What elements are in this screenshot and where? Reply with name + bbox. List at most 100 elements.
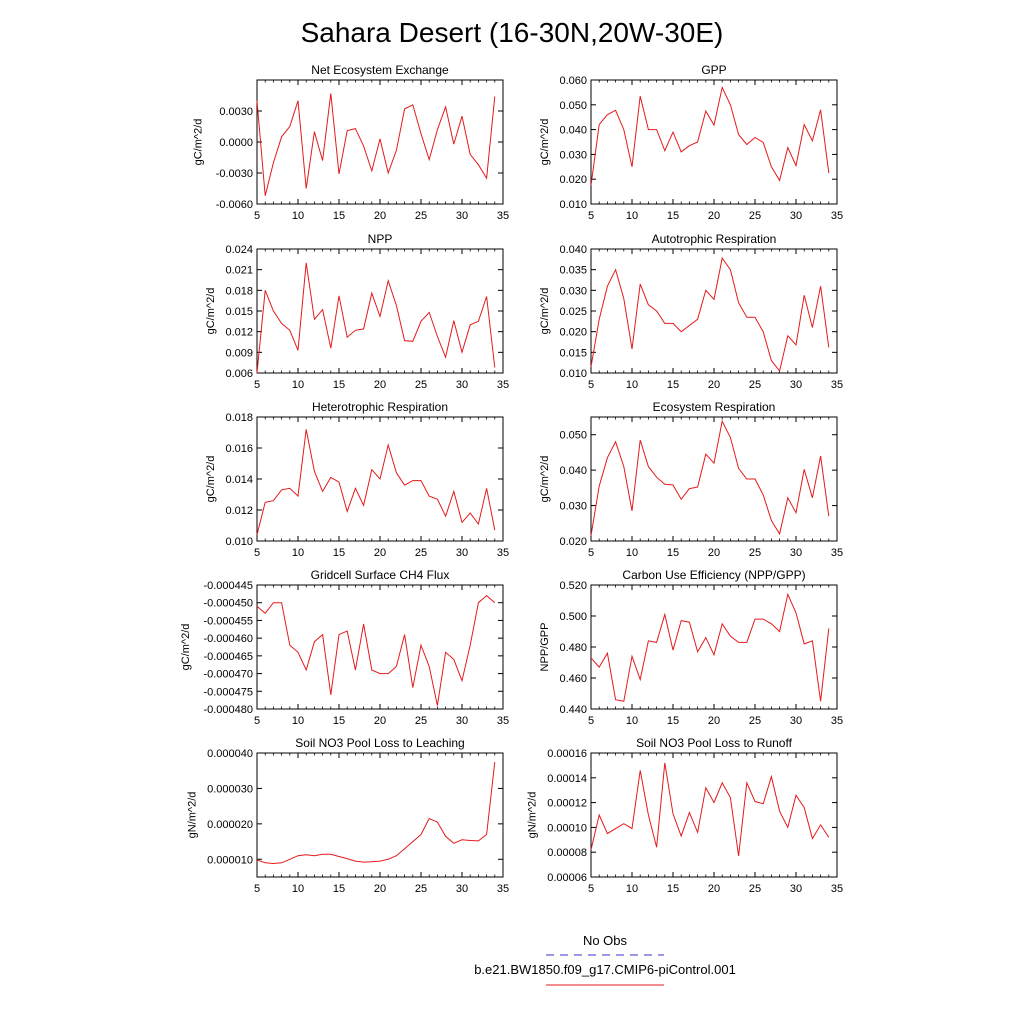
x-tick-label: 20 [374, 379, 386, 391]
y-tick-label: 0.000030 [207, 783, 253, 795]
legend-label-no-obs: No Obs [583, 933, 628, 948]
x-tick-label: 15 [667, 883, 679, 895]
panel-title: Autotrophic Respiration [652, 232, 777, 246]
plot-frame [256, 79, 504, 205]
x-tick-label: 25 [749, 715, 761, 727]
series-line [256, 594, 496, 706]
x-tick-label: 10 [626, 210, 638, 222]
plot-frame [256, 248, 504, 374]
x-tick-label: 5 [254, 883, 260, 895]
panel-title: Ecosystem Respiration [653, 400, 776, 414]
chart-panels: Net Ecosystem Exchange 5 10 15 20 25 30 35 -0.00… [180, 63, 843, 895]
panel-1: GPP 5 10 15 20 25 30 35 0.010 0.020 0.030 0.040 0.05… [539, 63, 843, 222]
series-line [256, 429, 496, 535]
x-tick-label: 30 [456, 715, 468, 727]
y-tick-label: 0.024 [225, 244, 253, 256]
plot-frame [590, 752, 838, 878]
x-tick-label: 35 [831, 379, 843, 391]
series-line [256, 93, 496, 196]
x-tick-label: 10 [292, 715, 304, 727]
x-tick-label: 35 [497, 379, 509, 391]
x-tick-label: 15 [333, 547, 345, 559]
legend-label-model: b.e21.BW1850.f09_g17.CMIP6-piControl.001 [474, 962, 736, 977]
y-tick-label: 0.015 [225, 306, 253, 318]
y-tick-label: 0.00016 [547, 748, 587, 760]
y-tick-label: 0.000010 [207, 854, 253, 866]
series-line [590, 762, 830, 856]
y-tick-label: 0.460 [559, 673, 587, 685]
panel-title: GPP [701, 63, 726, 77]
y-tick-label: 0.020 [559, 327, 587, 339]
y-tick-label: 0.009 [225, 347, 253, 359]
x-tick-label: 30 [456, 883, 468, 895]
x-tick-label: 35 [497, 547, 509, 559]
x-tick-label: 10 [626, 547, 638, 559]
x-tick-label: 25 [749, 210, 761, 222]
y-tick-label: 0.035 [559, 265, 587, 277]
y-tick-label: 0.480 [559, 642, 587, 654]
x-tick-label: 10 [292, 547, 304, 559]
x-tick-label: 15 [333, 715, 345, 727]
x-tick-label: 20 [708, 883, 720, 895]
y-axis-label: NPP/GPP [539, 623, 551, 672]
x-tick-label: 30 [456, 379, 468, 391]
x-tick-label: 35 [831, 883, 843, 895]
x-tick-label: 20 [374, 547, 386, 559]
y-axis-label: gC/m^2/d [539, 288, 551, 335]
x-tick-label: 25 [749, 883, 761, 895]
y-tick-label: 0.030 [559, 285, 587, 297]
plot-frame [256, 752, 504, 878]
panel-3: Autotrophic Respiration 5 10 15 20 25 30 35 0.01… [539, 232, 843, 391]
x-tick-label: 5 [254, 547, 260, 559]
y-axis-label: gC/m^2/d [205, 288, 217, 335]
x-tick-label: 5 [588, 547, 594, 559]
y-tick-label: 0.040 [559, 244, 587, 256]
x-tick-label: 25 [415, 883, 427, 895]
y-tick-label: 0.018 [225, 412, 253, 424]
y-tick-label: 0.00008 [547, 847, 587, 859]
y-tick-label: 0.060 [559, 75, 587, 87]
x-tick-label: 20 [708, 547, 720, 559]
panel-title: Gridcell Surface CH4 Flux [311, 568, 450, 582]
series-line [590, 592, 830, 702]
panel-title: Soil NO3 Pool Loss to Runoff [636, 736, 793, 750]
x-tick-label: 10 [626, 715, 638, 727]
x-tick-label: 35 [497, 883, 509, 895]
x-tick-label: 25 [415, 210, 427, 222]
x-tick-label: 5 [588, 883, 594, 895]
y-tick-label: -0.000465 [203, 651, 253, 663]
x-tick-label: 20 [374, 715, 386, 727]
y-tick-label: 0.040 [559, 125, 587, 137]
x-tick-label: 30 [456, 547, 468, 559]
x-tick-label: 15 [333, 883, 345, 895]
y-axis-label: gC/m^2/d [193, 119, 205, 166]
plot-frame [590, 416, 838, 542]
y-tick-label: 0.030 [559, 149, 587, 161]
y-tick-label: -0.0030 [216, 168, 253, 180]
x-tick-label: 15 [667, 379, 679, 391]
legend: No Obs b.e21.BW1850.f09_g17.CMIP6-piCont… [474, 933, 736, 986]
series-line [256, 761, 496, 865]
series-line [590, 256, 830, 373]
panel-title: Heterotrophic Respiration [312, 400, 448, 414]
y-tick-label: -0.000480 [203, 704, 253, 716]
y-tick-label: 0.00012 [547, 798, 587, 810]
x-tick-label: 35 [831, 210, 843, 222]
x-tick-label: 30 [790, 715, 802, 727]
y-axis-label: gC/m^2/d [539, 456, 551, 503]
y-tick-label: 0.500 [559, 611, 587, 623]
x-tick-label: 10 [626, 883, 638, 895]
x-tick-label: 5 [588, 210, 594, 222]
plot-frame [590, 248, 838, 374]
x-tick-label: 20 [374, 210, 386, 222]
y-tick-label: 0.018 [225, 285, 253, 297]
x-tick-label: 15 [667, 715, 679, 727]
y-axis-label: gC/m^2/d [180, 624, 192, 671]
x-tick-label: 5 [588, 715, 594, 727]
x-tick-label: 30 [790, 210, 802, 222]
panel-title: NPP [368, 232, 393, 246]
x-tick-label: 25 [749, 379, 761, 391]
y-tick-label: 0.040 [559, 465, 587, 477]
x-tick-label: 10 [292, 379, 304, 391]
